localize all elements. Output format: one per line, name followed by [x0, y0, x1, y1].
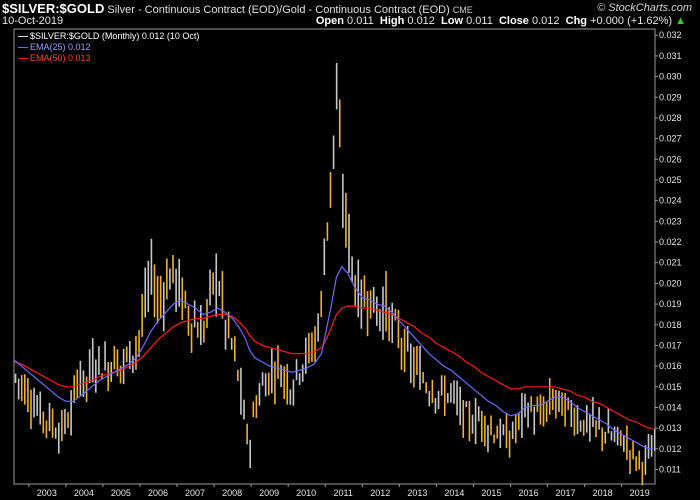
- legend-ema50-text: EMA(50) 0.013: [30, 53, 91, 63]
- x-tick-label: 2007: [185, 488, 205, 498]
- y-tick-label: 0.032: [659, 30, 682, 40]
- y-tick-label: 0.014: [659, 402, 682, 412]
- legend-ema25: EMA(25) 0.012: [18, 42, 199, 53]
- ema25-line: [13, 265, 654, 450]
- y-tick-label: 0.018: [659, 320, 682, 330]
- symbol-label: $SILVER:$GOLD: [2, 1, 105, 16]
- exchange-label: CME: [452, 5, 473, 15]
- instrument-title: Silver - Continuous Contract (EOD)/Gold …: [107, 4, 450, 16]
- chg-label: Chg: [565, 15, 588, 27]
- y-tick-label: 0.027: [659, 134, 682, 144]
- plot-area: [13, 28, 656, 485]
- y-tick-label: 0.026: [659, 154, 682, 164]
- legend-main: $SILVER:$GOLD (Monthly) 0.012 (10 Oct): [18, 31, 199, 42]
- y-tick-label: 0.022: [659, 237, 682, 247]
- legend-main-text: $SILVER:$GOLD (Monthly) 0.012 (10 Oct): [30, 31, 200, 41]
- chg-value: +0.000 (+1.62%): [590, 15, 673, 27]
- y-tick-label: 0.025: [659, 175, 682, 185]
- x-tick-label: 2006: [148, 488, 168, 498]
- close-value: 0.012: [531, 15, 560, 27]
- x-tick-label: 2010: [296, 488, 316, 498]
- y-tick-label: 0.015: [659, 382, 682, 392]
- brand-label: © StockCharts.com: [597, 2, 692, 14]
- y-tick-label: 0.011: [659, 465, 681, 475]
- y-axis: 0.011 0.012 0.013 0.014 0.015 0.016 0.017 0.018…: [655, 30, 682, 475]
- x-tick-label: 2004: [74, 488, 94, 498]
- close-label: Close: [498, 15, 529, 27]
- y-tick-label: 0.020: [659, 278, 682, 288]
- ema50-line: [13, 305, 654, 429]
- x-tick-label: 2012: [370, 488, 390, 498]
- x-tick-label: 2017: [556, 488, 576, 498]
- y-tick-label: 0.029: [659, 92, 682, 102]
- y-tick-label: 0.017: [659, 340, 682, 350]
- y-tick-label: 0.012: [659, 444, 682, 454]
- chart-header: $SILVER:$GOLD Silver - Continuous Contra…: [2, 2, 692, 17]
- chart-legend: $SILVER:$GOLD (Monthly) 0.012 (10 Oct) E…: [18, 31, 199, 64]
- y-tick-label: 0.019: [659, 299, 682, 309]
- x-tick-label: 2016: [518, 488, 538, 498]
- legend-ema25-text: EMA(25) 0.012: [30, 42, 91, 52]
- legend-main-swatch: [18, 36, 28, 38]
- x-tick-label: 2013: [407, 488, 427, 498]
- y-tick-label: 0.028: [659, 113, 682, 123]
- x-tick-label: 2011: [334, 488, 353, 498]
- x-tick-label: 2014: [444, 488, 464, 498]
- low-value: 0.011: [466, 15, 493, 27]
- x-tick-label: 2015: [481, 488, 501, 498]
- x-tick-label: 2018: [593, 488, 613, 498]
- price-bars: [14, 62, 656, 486]
- y-tick-label: 0.031: [659, 51, 682, 61]
- y-tick-label: 0.030: [659, 72, 682, 82]
- y-tick-label: 0.016: [659, 361, 682, 371]
- legend-ema50: EMA(50) 0.013: [18, 53, 199, 64]
- date-label: 10-Oct-2019: [2, 15, 64, 27]
- open-label: Open: [315, 15, 344, 27]
- legend-ema25-swatch: [18, 47, 28, 49]
- x-axis: 2003 2004 2005 2006 2007 2008 2009 2010 2011 2012…: [28, 484, 650, 498]
- up-arrow-icon: ▲: [675, 15, 686, 27]
- x-tick-label: 2019: [630, 488, 650, 498]
- y-tick-label: 0.023: [659, 216, 682, 226]
- low-label: Low: [441, 15, 464, 27]
- legend-ema50-swatch: [18, 58, 28, 60]
- x-tick-label: 2009: [259, 488, 279, 498]
- y-tick-label: 0.024: [659, 196, 682, 206]
- y-tick-label: 0.013: [659, 423, 682, 433]
- high-label: High: [379, 15, 405, 27]
- x-tick-label: 2005: [111, 488, 131, 498]
- y-tick-label: 0.021: [659, 258, 682, 268]
- high-value: 0.012: [407, 15, 435, 27]
- x-tick-label: 2003: [37, 488, 57, 498]
- x-tick-label: 2008: [222, 488, 242, 498]
- quote-line: Open 0.011 High 0.012 Low 0.011 Close 0.…: [316, 15, 686, 27]
- open-value: 0.011: [347, 15, 374, 27]
